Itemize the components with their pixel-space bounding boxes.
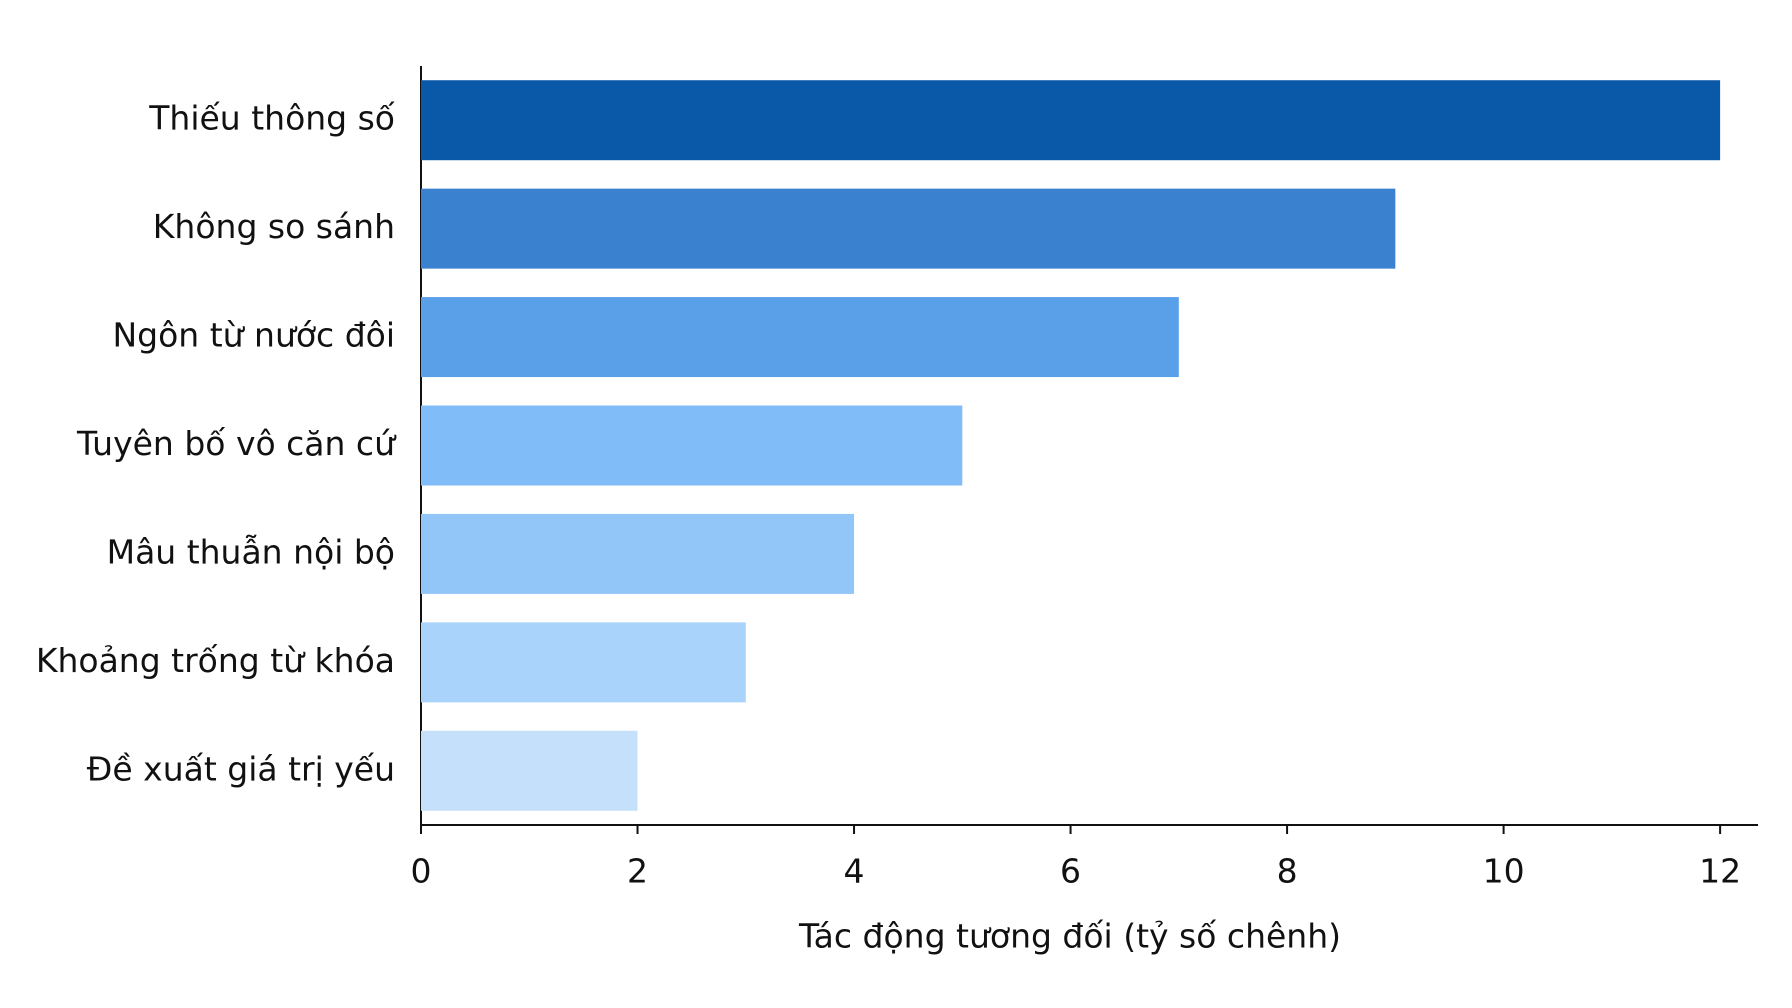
x-tick-label: 10 [1483,852,1525,891]
bar [421,297,1179,378]
bar [421,513,855,594]
y-tick-label: Mâu thuẫn nội bộ [107,532,395,571]
x-axis-title: Tác động tương đối (tỷ số chênh) [798,917,1341,956]
x-tick-label: 4 [844,852,865,891]
y-tick-label: Ngôn từ nước đôi [112,316,395,355]
bar [421,405,963,486]
y-tick-label: Không so sánh [153,207,395,246]
x-tick-label: 2 [627,852,648,891]
x-tick-label: 0 [411,852,432,891]
bar [421,80,1721,161]
x-tick-label: 8 [1277,852,1298,891]
x-tick-label: 12 [1699,852,1741,891]
bar [421,730,638,811]
bar [421,622,746,703]
y-tick-label: Thiếu thông số [148,99,395,138]
x-tick-label: 6 [1060,852,1081,891]
y-tick-label: Đề xuất giá trị yếu [87,749,395,788]
y-tick-label: Khoảng trống từ khóa [36,641,395,680]
y-tick-label: Tuyên bố vô căn cứ [76,424,397,463]
bar [421,188,1396,269]
